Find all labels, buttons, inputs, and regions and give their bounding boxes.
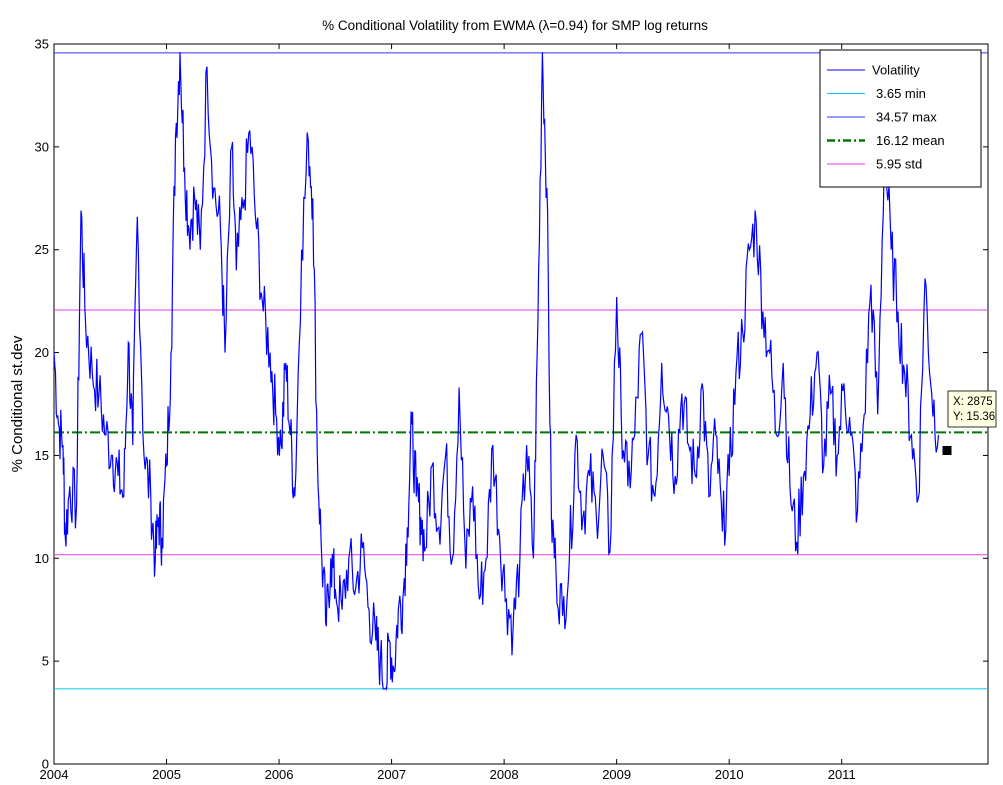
legend[interactable]: Volatility 3.65 min 34.57 max 16.12 mean 5.9… [819, 49, 982, 188]
data-tip-marker[interactable] [942, 446, 952, 455]
y-tick-label: 20 [35, 345, 49, 360]
legend-label: Volatility [872, 63, 920, 78]
y-tick-label: 5 [42, 654, 49, 669]
y-axis: 0 5 10 15 20 25 30 35 [35, 37, 988, 772]
y-tick-label: 10 [35, 551, 49, 566]
series-volatility-line [53, 52, 940, 692]
x-axis: 2004 2005 2006 2007 2008 2009 2010 2011 [40, 44, 856, 782]
chart-title: % Conditional Volatility from EWMA (λ=0.… [322, 18, 708, 33]
y-axis-label: % Conditional st.dev [9, 335, 26, 472]
x-tick-label: 2011 [828, 767, 856, 782]
legend-label: 34.57 max [876, 110, 937, 125]
y-tick-label: 30 [35, 139, 49, 154]
data-tip[interactable]: X: 2875 Y: 15.36 [942, 390, 997, 455]
data-tip-box [947, 390, 997, 428]
x-tick-label: 2009 [602, 767, 631, 782]
y-tick-label: 0 [42, 757, 49, 772]
data-tip-x: X: 2875 [953, 396, 993, 408]
x-tick-label: 2007 [377, 767, 406, 782]
x-tick-label: 2005 [152, 767, 181, 782]
reference-lines [54, 52, 988, 690]
legend-label: 16.12 mean [876, 133, 945, 148]
legend-label: 3.65 min [876, 86, 926, 101]
data-tip-y: Y: 15.36 [953, 411, 995, 423]
y-tick-label: 35 [35, 37, 49, 52]
legend-label: 5.95 std [876, 157, 922, 172]
x-tick-label: 2010 [715, 767, 744, 782]
y-tick-label: 25 [35, 242, 49, 257]
y-tick-label: 15 [35, 448, 49, 463]
x-tick-label: 2004 [40, 767, 69, 782]
x-tick-label: 2006 [265, 767, 294, 782]
x-tick-label: 2008 [490, 767, 519, 782]
